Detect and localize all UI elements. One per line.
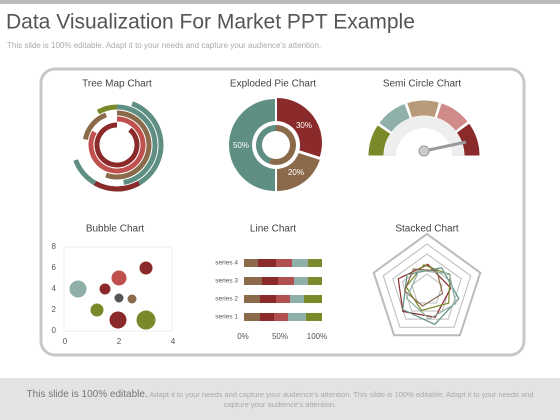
bubble	[98, 282, 112, 296]
y-tick-label: 4	[52, 284, 57, 293]
bar-segment	[262, 277, 278, 285]
x-tick-label: 50%	[272, 332, 288, 341]
panel-title: Bubble Chart	[86, 224, 145, 235]
panel-title: Exploded Pie Chart	[230, 79, 316, 90]
bar-segment	[258, 259, 276, 267]
bar-segment	[278, 277, 294, 285]
bar-segment	[288, 313, 306, 321]
bar-segment	[274, 313, 288, 321]
bar-segment	[244, 259, 258, 267]
radar-grid	[372, 232, 482, 337]
gauge-segment	[406, 99, 441, 119]
plot-area	[63, 246, 173, 332]
ring-arc	[96, 104, 118, 115]
bar-segment	[292, 259, 308, 267]
x-tick-label: 4	[171, 337, 176, 346]
radar-grid	[392, 253, 462, 320]
ring-arc	[73, 101, 164, 192]
ring-arc	[105, 110, 152, 180]
bubble	[108, 310, 128, 330]
ring-arc	[94, 122, 140, 168]
radar-series	[397, 263, 452, 318]
bar-segment	[244, 313, 260, 321]
series-label: series 1	[215, 314, 238, 321]
y-tick-label: 6	[52, 263, 57, 272]
x-tick-label: 0	[63, 337, 68, 346]
ring-arc	[83, 112, 108, 141]
inner-ring	[255, 125, 276, 164]
panel-title: Line Chart	[250, 224, 296, 235]
bar-segment	[306, 313, 322, 321]
bubble	[135, 309, 157, 331]
series-label: series 3	[215, 278, 238, 285]
footer: This slide is 100% editable. Adapt it to…	[0, 378, 560, 420]
title: Data Visualization For Market PPT Exampl…	[6, 11, 415, 34]
ring-arc	[93, 180, 141, 192]
ring-arc	[116, 104, 158, 185]
footer-lead: This slide is 100% editable.	[26, 389, 148, 400]
radar-series	[402, 267, 460, 326]
x-tick-label: 2	[117, 337, 122, 346]
gauge-hub	[418, 145, 430, 157]
series-label: series 2	[215, 296, 238, 303]
radar-series	[403, 268, 444, 307]
y-tick-label: 8	[52, 242, 57, 251]
subtitle: This slide is 100% editable. Adapt it to…	[7, 41, 321, 50]
panel-title: Semi Circle Chart	[383, 79, 462, 90]
bubble	[138, 260, 154, 276]
bar-segment	[308, 277, 322, 285]
y-tick-label: 0	[52, 326, 57, 335]
radar-grid	[382, 243, 472, 328]
bar-segment	[244, 277, 262, 285]
bar-segment	[304, 295, 322, 303]
x-tick-label: 100%	[307, 332, 327, 341]
pie-label: 30%	[296, 121, 312, 130]
bar-segment	[276, 259, 292, 267]
y-tick-label: 2	[52, 305, 57, 314]
bar-segment	[290, 295, 304, 303]
slide-graphics: Data Visualization For Market PPT Exampl…	[0, 0, 560, 357]
pie-label: 50%	[233, 141, 249, 150]
bubble	[110, 269, 128, 287]
radar-series	[405, 269, 457, 320]
bubble	[68, 279, 88, 299]
footer-text: Adapt it to your needs and capture your …	[149, 390, 534, 409]
panel-title: Stacked Chart	[395, 224, 459, 235]
bar-segment	[294, 277, 308, 285]
ring-arc	[88, 116, 146, 174]
panel-title: Tree Map Chart	[82, 79, 152, 90]
bar-segment	[244, 295, 260, 303]
pie-label: 20%	[288, 168, 304, 177]
bar-segment	[260, 313, 274, 321]
bubble	[126, 293, 138, 305]
gauge-inner	[384, 116, 464, 156]
bar-segment	[260, 295, 276, 303]
bar-segment	[276, 295, 290, 303]
x-tick-label: 0%	[237, 332, 249, 341]
bubble	[113, 292, 125, 304]
bubble	[89, 302, 105, 318]
inner-ring	[269, 125, 296, 165]
charts: Tree Map Chart Exploded Pie Chart Semi Cir…	[52, 79, 482, 346]
gauge-needle	[423, 140, 467, 153]
top-bar	[0, 0, 560, 4]
bar-segment	[308, 259, 322, 267]
series-label: series 4	[215, 260, 238, 267]
